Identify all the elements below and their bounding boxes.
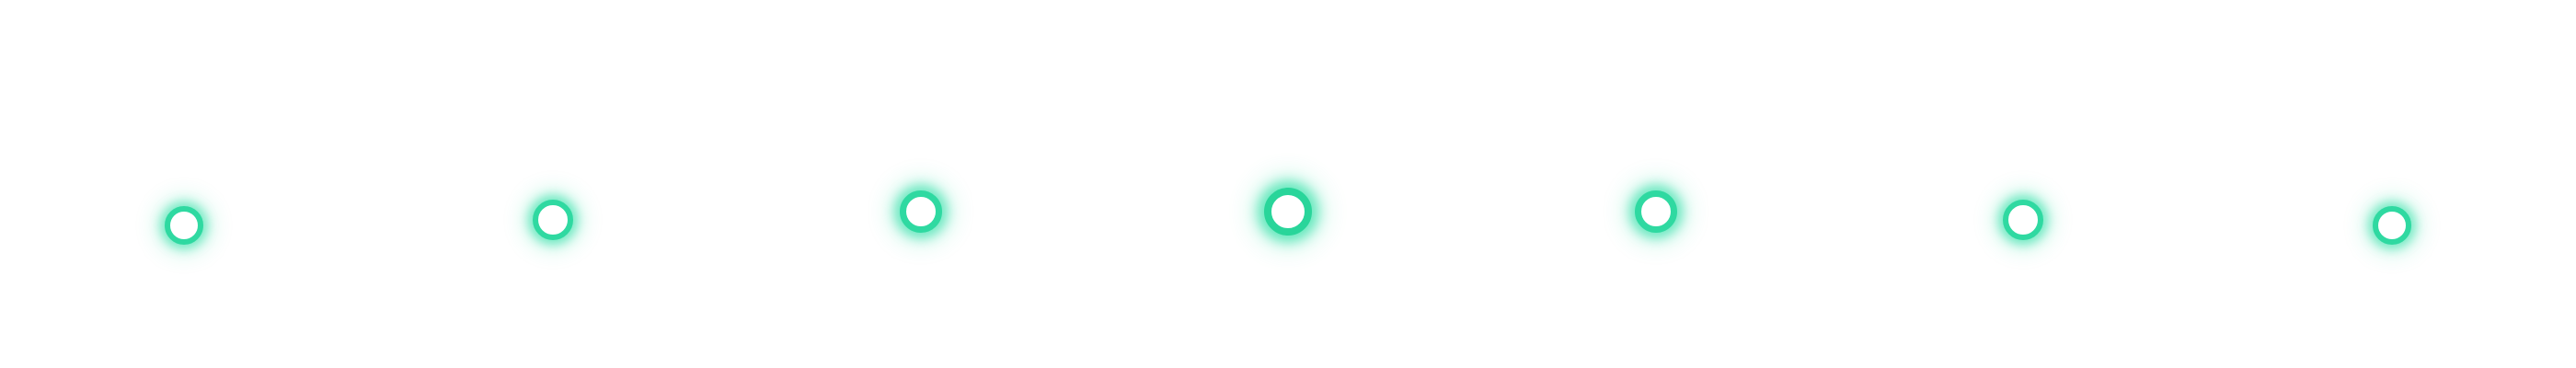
glow-dot-indicator-2: [533, 200, 573, 240]
glow-dot-indicator-1: [165, 206, 203, 245]
glow-dot-indicator-7: [2373, 206, 2411, 245]
glow-dot-indicator-3: [900, 190, 942, 233]
glow-dot-indicator-4: [1264, 188, 1312, 236]
glow-dot-indicator-6: [2003, 200, 2043, 240]
glow-dot-indicator-5: [1635, 190, 1677, 233]
